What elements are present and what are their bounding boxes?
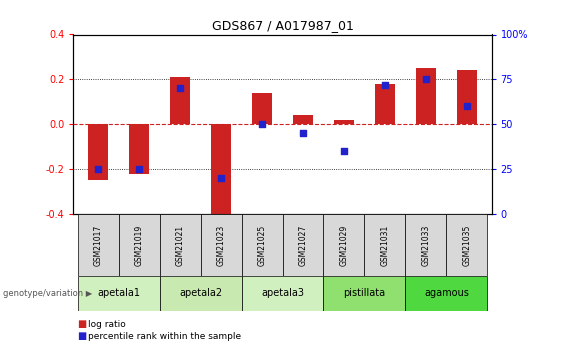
Bar — [406, 214, 446, 276]
Bar — [457, 70, 477, 124]
Point — [421, 77, 431, 82]
Text: percentile rank within the sample: percentile rank within the sample — [88, 332, 241, 341]
Point — [340, 148, 349, 154]
Bar — [119, 214, 159, 276]
Bar — [406, 276, 488, 310]
Bar — [241, 276, 324, 310]
Text: apetala3: apetala3 — [261, 288, 304, 298]
Bar — [334, 120, 354, 124]
Text: agamous: agamous — [424, 288, 469, 298]
Point — [176, 86, 185, 91]
Bar — [446, 214, 488, 276]
Bar — [252, 93, 272, 124]
Text: GSM21027: GSM21027 — [298, 224, 307, 266]
Text: apetala1: apetala1 — [97, 288, 140, 298]
Text: ■: ■ — [77, 332, 86, 341]
Text: GSM21031: GSM21031 — [380, 224, 389, 266]
Bar — [293, 115, 313, 124]
Bar — [241, 214, 282, 276]
Text: GSM21017: GSM21017 — [94, 224, 102, 266]
Bar — [201, 214, 241, 276]
Bar — [324, 276, 406, 310]
Point — [298, 130, 307, 136]
Bar — [170, 77, 190, 124]
Text: GSM21033: GSM21033 — [421, 224, 431, 266]
Text: pistillata: pistillata — [344, 288, 385, 298]
Point — [134, 166, 144, 172]
Bar — [211, 124, 231, 218]
Text: genotype/variation ▶: genotype/variation ▶ — [3, 289, 92, 298]
Bar — [364, 214, 406, 276]
Text: apetala2: apetala2 — [179, 288, 222, 298]
Point — [258, 121, 267, 127]
Bar — [77, 276, 159, 310]
Bar — [324, 214, 364, 276]
Bar — [416, 68, 436, 124]
Text: GSM21023: GSM21023 — [216, 224, 225, 266]
Bar — [77, 214, 119, 276]
Bar — [375, 84, 396, 124]
Text: log ratio: log ratio — [88, 320, 125, 329]
Text: GSM21029: GSM21029 — [340, 224, 349, 266]
Text: GSM21019: GSM21019 — [134, 224, 144, 266]
Bar — [282, 214, 324, 276]
Point — [94, 166, 103, 172]
Title: GDS867 / A017987_01: GDS867 / A017987_01 — [211, 19, 354, 32]
Bar — [129, 124, 149, 174]
Bar — [88, 124, 108, 180]
Point — [216, 175, 225, 181]
Text: GSM21021: GSM21021 — [176, 224, 185, 266]
Bar — [159, 276, 241, 310]
Text: ■: ■ — [77, 319, 86, 329]
Point — [462, 104, 471, 109]
Point — [380, 82, 389, 88]
Text: GSM21035: GSM21035 — [463, 224, 471, 266]
Text: GSM21025: GSM21025 — [258, 224, 267, 266]
Bar — [159, 214, 201, 276]
